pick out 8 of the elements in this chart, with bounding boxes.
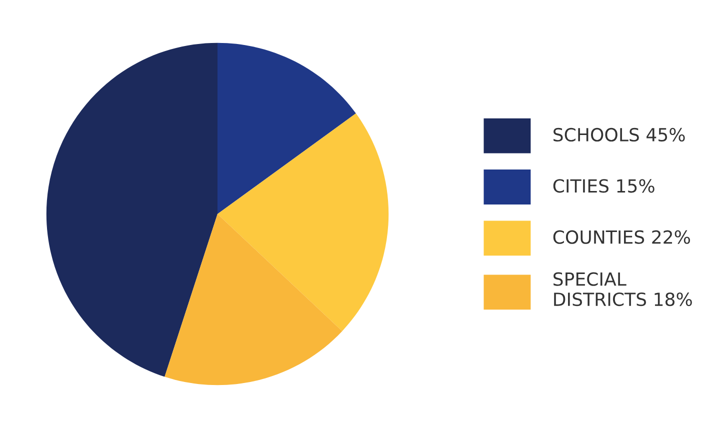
legend-label: COUNTIES 22% bbox=[553, 230, 690, 244]
pie-slice bbox=[164, 214, 342, 386]
legend-label: SCHOOLS 45% bbox=[554, 128, 685, 142]
pie-slice bbox=[218, 113, 389, 332]
pie-slice bbox=[218, 42, 356, 214]
legend-label: SPECIAL DISTRICTS 18% bbox=[554, 272, 692, 306]
pie-slice bbox=[46, 42, 218, 377]
legend-label: CITIES 15% bbox=[553, 179, 654, 193]
